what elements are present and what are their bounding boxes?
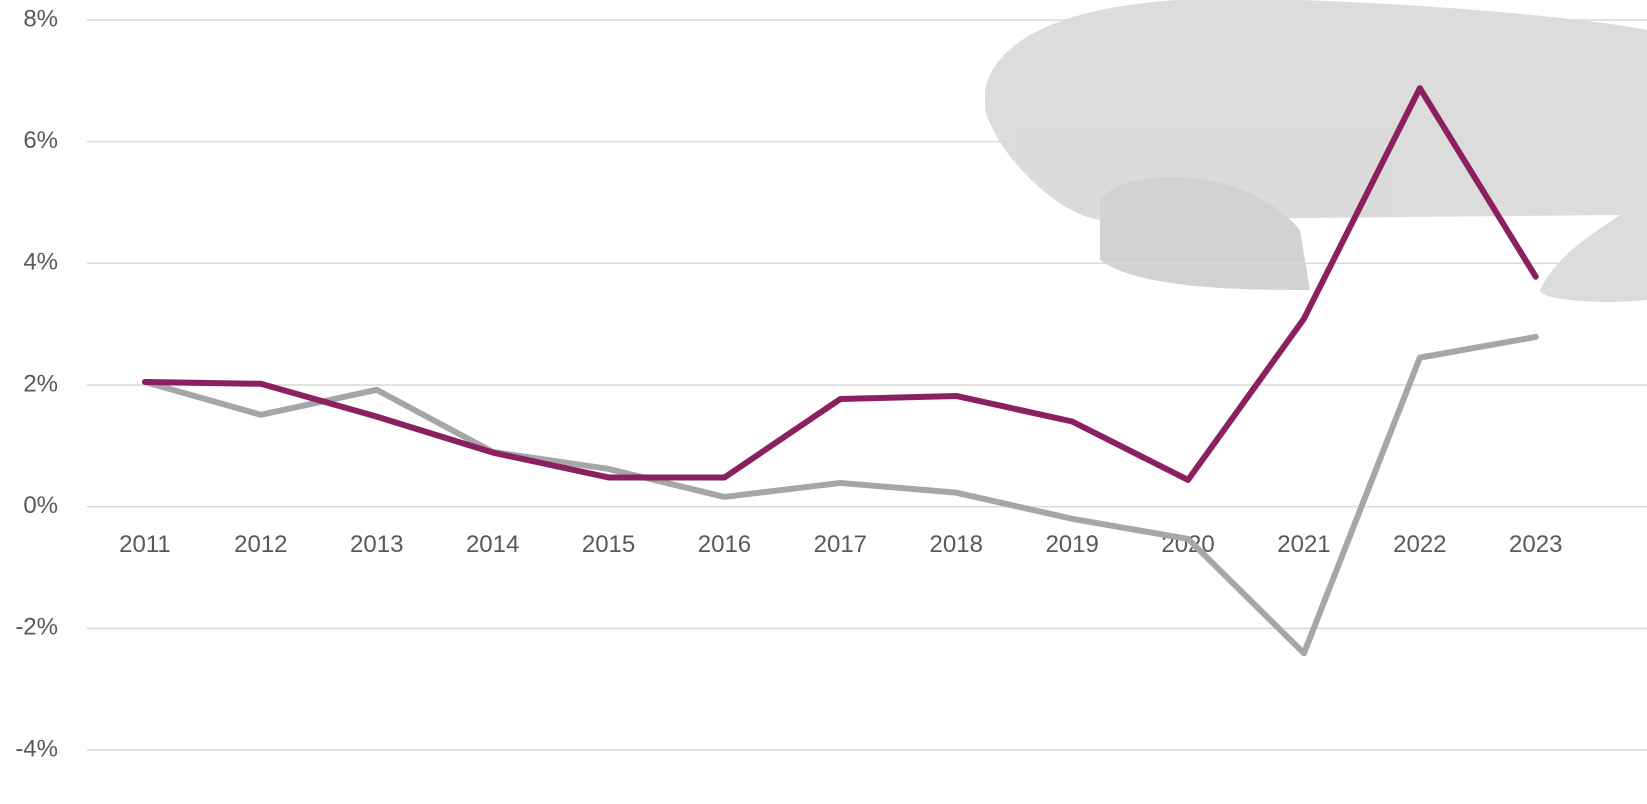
x-tick-label: 2011	[119, 531, 171, 558]
x-tick-label: 2016	[698, 531, 751, 558]
y-tick-label: -2%	[15, 614, 58, 641]
y-tick-label: 4%	[23, 249, 58, 276]
x-tick-label: 2021	[1277, 531, 1330, 558]
x-tick-label: 2019	[1045, 531, 1098, 558]
y-tick-label: 0%	[23, 492, 58, 519]
y-tick-label: 2%	[23, 370, 58, 397]
y-tick-label: 6%	[23, 127, 58, 154]
x-tick-label: 2013	[350, 531, 403, 558]
x-tick-label: 2015	[582, 531, 635, 558]
tortoise-shell	[985, 0, 1647, 302]
y-tick-label: 8%	[23, 5, 58, 32]
x-tick-label: 2023	[1509, 531, 1562, 558]
page: {"chart_data": {"type": "line", "categor…	[0, 0, 1647, 799]
y-tick-label: -4%	[15, 735, 58, 762]
x-tick-label: 2018	[930, 531, 983, 558]
tortoise-illustration	[985, 0, 1647, 302]
x-tick-label: 2017	[814, 531, 867, 558]
x-tick-label: 2022	[1393, 531, 1446, 558]
chart: -4% -2% 0% 2% 4% 6% 8% 2011 2012 2013 2014 2015 2016…	[0, 0, 1647, 799]
x-tick-label: 2012	[234, 531, 287, 558]
x-tick-label: 2014	[466, 531, 519, 558]
